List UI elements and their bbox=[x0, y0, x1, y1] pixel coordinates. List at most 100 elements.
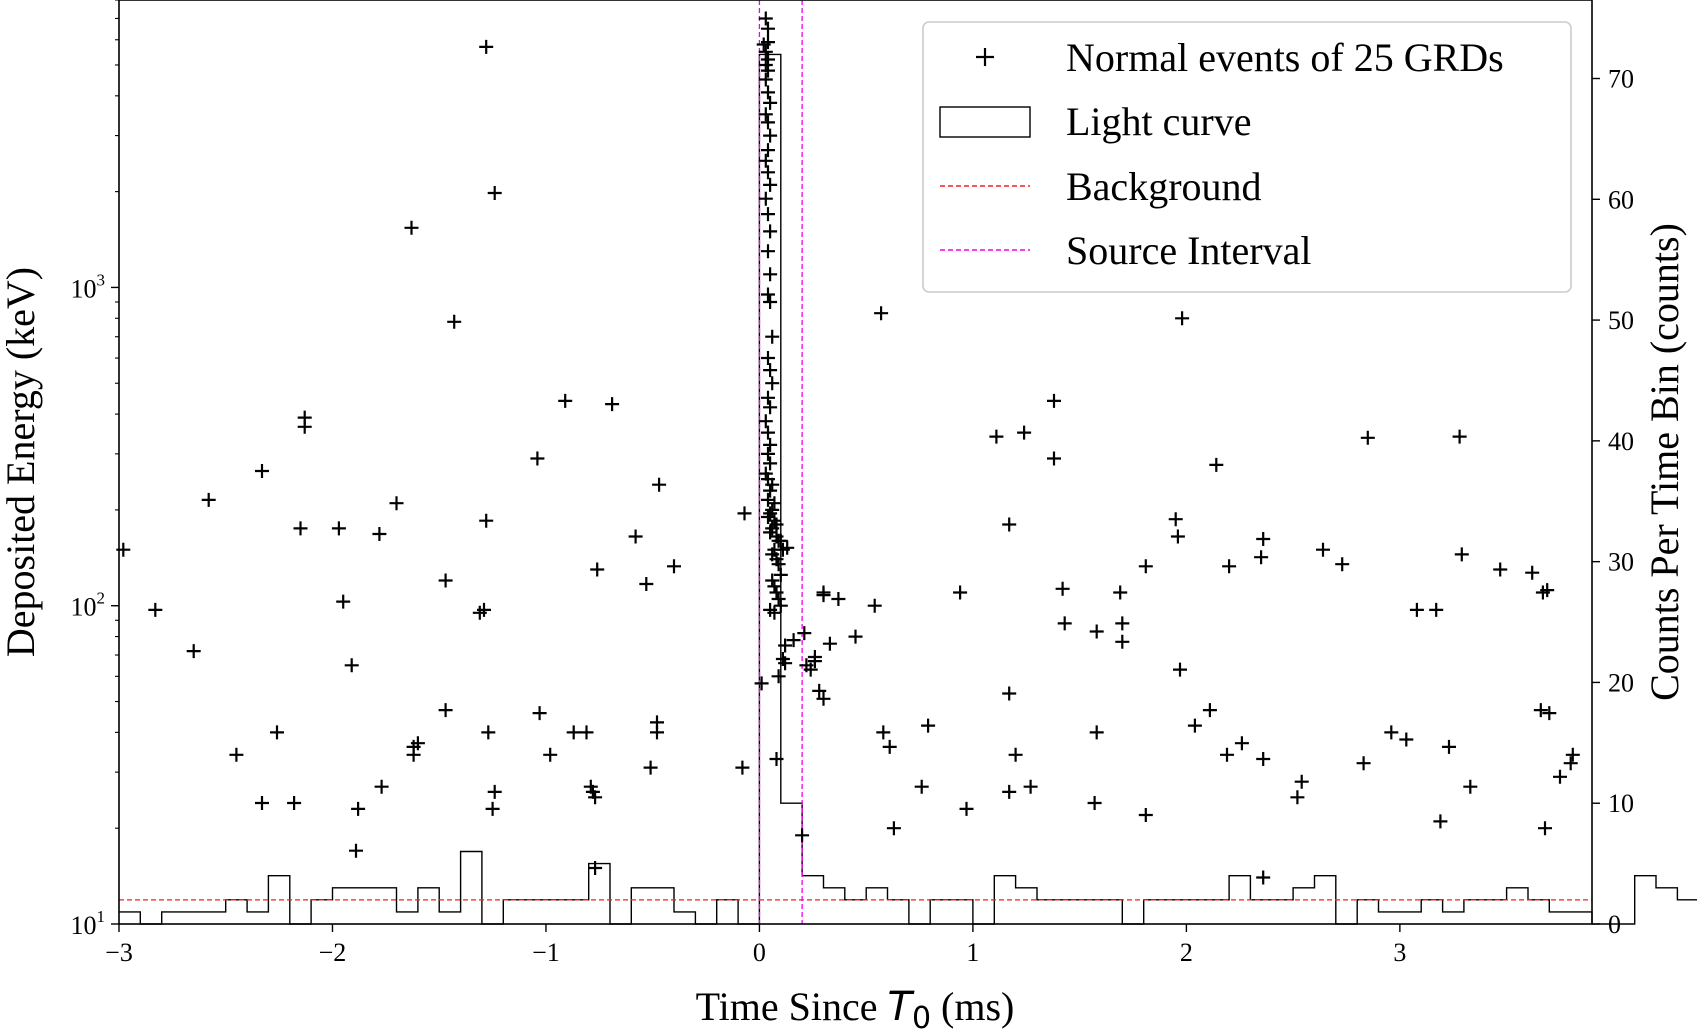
event-point bbox=[765, 329, 780, 344]
event-point bbox=[761, 351, 775, 365]
event-point bbox=[765, 376, 780, 391]
legend-label-background: Background bbox=[1066, 164, 1262, 209]
event-point bbox=[763, 363, 778, 378]
y-left-tick-label: 102 bbox=[71, 589, 106, 622]
event-point bbox=[797, 626, 812, 641]
event-point bbox=[1023, 779, 1038, 794]
y-left-tick-exponent: 1 bbox=[97, 907, 106, 926]
x-tick-label: −1 bbox=[532, 938, 560, 967]
event-point bbox=[1173, 662, 1187, 677]
event-point bbox=[485, 801, 500, 816]
event-point bbox=[331, 521, 346, 536]
event-point bbox=[530, 451, 545, 466]
event-point bbox=[763, 437, 778, 452]
event-point bbox=[959, 801, 974, 816]
legend-swatch-light-curve bbox=[939, 106, 1031, 138]
event-point bbox=[803, 662, 818, 677]
event-point bbox=[1540, 583, 1555, 598]
event-point bbox=[882, 739, 897, 754]
x-axis-title-symbol: T bbox=[888, 984, 916, 1030]
event-point bbox=[1087, 796, 1102, 810]
event-point bbox=[650, 725, 664, 740]
event-point bbox=[1433, 814, 1448, 829]
event-point bbox=[1316, 542, 1330, 557]
event-point bbox=[763, 95, 778, 110]
event-point bbox=[1256, 752, 1271, 766]
event-point bbox=[1256, 870, 1271, 885]
event-point bbox=[588, 790, 603, 805]
event-point bbox=[761, 207, 775, 222]
legend: Normal events of 25 GRDs Light curve Bac… bbox=[922, 21, 1572, 293]
x-tick-label: −3 bbox=[105, 938, 133, 967]
event-point bbox=[1294, 774, 1309, 789]
event-point bbox=[1175, 311, 1190, 326]
event-point bbox=[229, 747, 244, 762]
event-point bbox=[761, 85, 775, 100]
event-point bbox=[1538, 821, 1552, 836]
event-point bbox=[639, 577, 654, 591]
event-point bbox=[758, 414, 773, 429]
event-point bbox=[487, 186, 502, 200]
event-point bbox=[867, 598, 882, 613]
event-point bbox=[761, 244, 775, 259]
event-point bbox=[201, 492, 216, 507]
event-point bbox=[1463, 779, 1478, 794]
event-point bbox=[758, 153, 773, 168]
event-point bbox=[1525, 565, 1540, 580]
x-tick-label: 3 bbox=[1393, 938, 1406, 967]
event-point bbox=[406, 747, 421, 762]
x-axis-title-post: (ms) bbox=[931, 984, 1014, 1029]
event-point bbox=[761, 390, 775, 405]
event-point bbox=[771, 592, 786, 606]
x-tick-label: −2 bbox=[319, 938, 347, 967]
event-point bbox=[771, 669, 786, 684]
event-point bbox=[1553, 769, 1567, 784]
event-point bbox=[1168, 512, 1183, 527]
event-point bbox=[410, 736, 425, 751]
event-point bbox=[771, 557, 786, 572]
event-point bbox=[765, 477, 780, 492]
light-curve-bin bbox=[1635, 876, 1656, 924]
event-point bbox=[765, 502, 780, 517]
event-point bbox=[1442, 739, 1456, 754]
event-point bbox=[438, 703, 453, 718]
x-tick-label: 1 bbox=[966, 938, 979, 967]
event-point bbox=[148, 602, 163, 617]
event-point bbox=[1055, 581, 1070, 596]
event-point bbox=[874, 306, 889, 321]
event-point bbox=[816, 691, 831, 706]
event-point bbox=[1452, 429, 1467, 444]
event-point bbox=[761, 63, 775, 78]
event-point bbox=[438, 573, 453, 588]
event-point bbox=[255, 796, 269, 810]
event-point bbox=[351, 801, 366, 816]
event-point bbox=[1209, 457, 1224, 472]
event-point bbox=[447, 314, 462, 329]
event-point bbox=[628, 529, 643, 544]
event-point bbox=[1113, 585, 1128, 600]
event-point bbox=[605, 397, 620, 412]
event-point bbox=[543, 747, 558, 762]
event-point bbox=[1429, 602, 1444, 617]
event-point bbox=[761, 446, 775, 461]
legend-label-light-curve: Light curve bbox=[1066, 99, 1252, 144]
event-point bbox=[761, 492, 775, 507]
event-point bbox=[1047, 451, 1061, 466]
event-point bbox=[778, 656, 793, 671]
y-left-tick-exponent: 2 bbox=[97, 589, 106, 608]
event-point bbox=[479, 39, 494, 54]
legend-label-events: Normal events of 25 GRDs bbox=[1066, 35, 1504, 80]
event-point bbox=[737, 506, 752, 521]
reference-lines-layer bbox=[119, 0, 1592, 924]
event-point bbox=[372, 527, 387, 541]
event-point bbox=[1220, 747, 1234, 762]
event-point bbox=[1384, 725, 1399, 740]
event-point bbox=[1290, 790, 1305, 805]
y-left-tick-base: 10 bbox=[71, 274, 97, 303]
y-right-tick-label: 30 bbox=[1608, 548, 1634, 577]
plot-frame bbox=[118, 0, 1593, 925]
x-axis-title-pre: Time Since bbox=[696, 984, 888, 1029]
legend-label-source: Source Interval bbox=[1066, 228, 1311, 273]
event-point bbox=[876, 725, 891, 740]
